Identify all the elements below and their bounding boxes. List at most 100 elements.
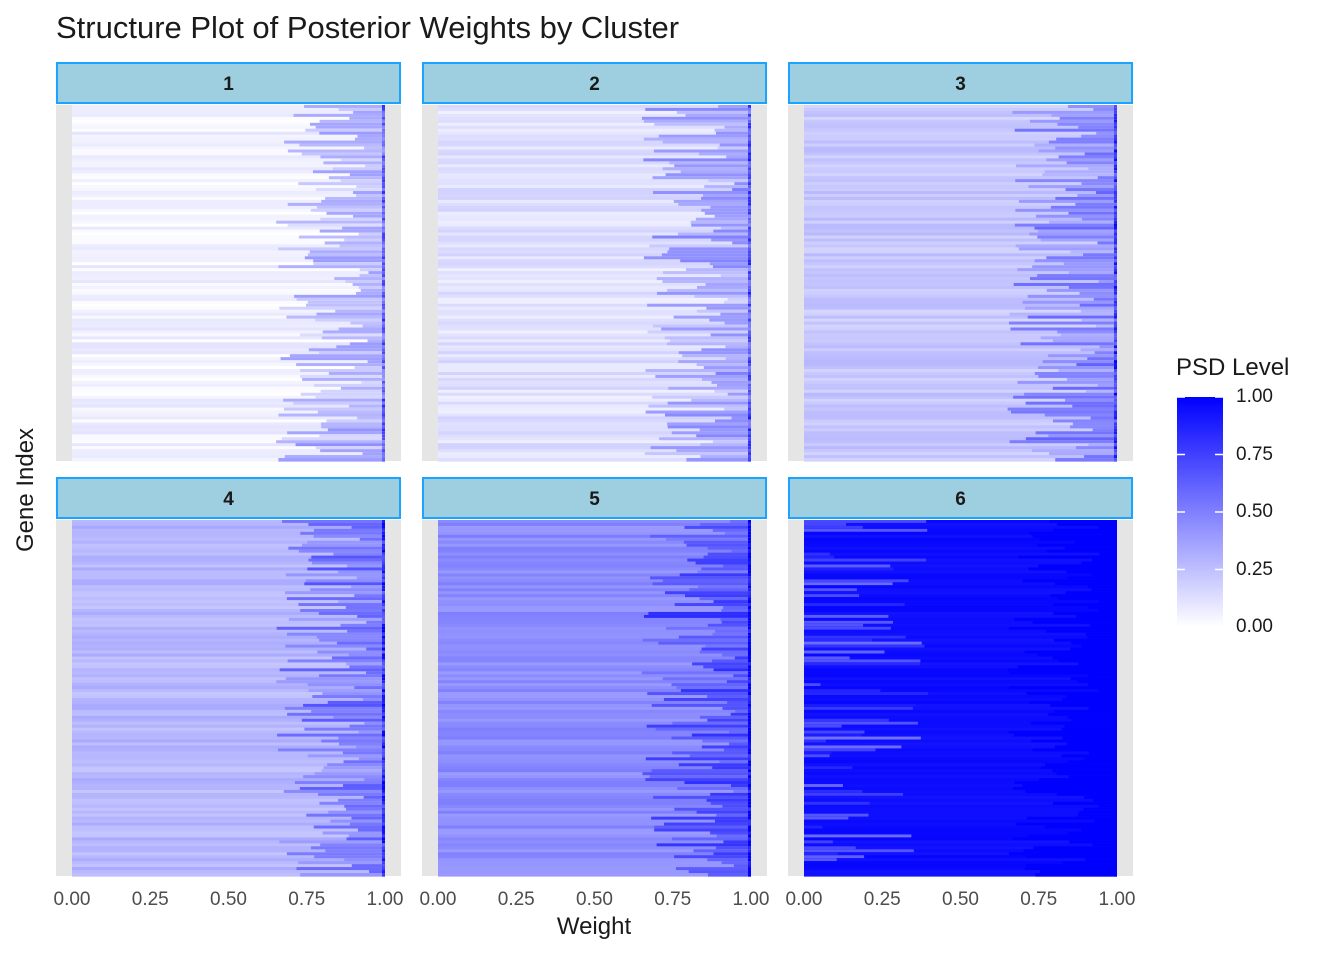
heat-row [804,428,1117,432]
heat-row [72,149,385,154]
heat-row [72,377,385,382]
heat-edge [382,229,385,234]
heat-row [438,650,751,655]
heat-segment [324,241,385,246]
heat-row [72,176,385,180]
heat-segment [338,600,385,604]
heat-edge [748,321,751,326]
heat-edge [382,122,385,127]
heat-edge [1114,763,1117,767]
heat-streak [804,855,865,859]
heat-row [804,342,1117,346]
heat-segment [647,330,751,335]
heat-row [72,309,385,314]
heat-edge [1114,665,1117,669]
heat-row [438,665,751,669]
heat-segment [663,822,751,827]
heat-edge [382,736,385,741]
heat-edge [382,724,385,729]
heat-row [438,852,751,856]
heat-segment [1015,179,1117,183]
heat-segment [641,116,751,121]
heat-segment [728,730,751,735]
heat-segment [321,336,385,340]
heat-row [438,455,751,459]
heat-edge [1114,351,1117,355]
heat-edge [1114,330,1117,335]
heat-segment [1096,191,1117,195]
heat-edge [748,410,751,415]
heat-row [72,416,385,421]
heat-segment [725,357,751,361]
heat-row [438,324,751,329]
heat-segment [359,274,385,278]
heat-segment [689,754,751,758]
heat-edge [748,576,751,580]
heat-row [72,363,385,367]
heat-row [438,196,751,201]
heat-row [72,757,385,761]
heat-row [72,191,385,195]
heat-row [72,372,385,376]
heat-segment [1084,152,1117,157]
heat-row [804,819,1117,824]
heat-segment [673,199,751,204]
heat-segment [1058,369,1117,373]
heat-edge [382,766,385,770]
heat-row [438,789,751,794]
heat-segment [710,792,751,797]
heat-row [804,683,1117,687]
heat-edge [1114,698,1117,702]
heat-edge [1114,431,1117,435]
legend-tick-label: 0.75 [1236,443,1273,465]
heat-row [804,653,1117,658]
heat-edge [382,410,385,415]
heat-edge [1114,155,1117,159]
heat-row [438,188,751,192]
heat-segment [1055,458,1117,462]
heat-row [72,807,385,812]
heat-segment [1081,828,1117,833]
heat-row [438,751,751,755]
heat-edge [382,291,385,296]
heat-edge [382,449,385,453]
heat-row [438,825,751,830]
heat-edge [748,656,751,661]
heat-segment [721,861,751,865]
heat-segment [734,656,751,661]
heat-edge [382,395,385,400]
heat-segment [369,870,385,874]
heat-segment [318,792,385,797]
heat-edge [1114,113,1117,118]
heat-edge [1114,564,1117,569]
heat-edge [1114,718,1117,723]
heat-edge [748,742,751,747]
heat-row [804,638,1117,643]
heat-row [438,110,751,115]
heat-segment [364,146,385,151]
heat-segment [1084,757,1117,761]
heat-row [72,831,385,836]
heat-row [72,294,385,299]
heat-edge [1114,422,1117,426]
heat-segment [349,342,385,346]
heat-edge [1114,214,1117,219]
heat-edge [1114,715,1117,720]
heat-edge [382,709,385,714]
heat-edge [1114,849,1117,853]
heat-edge [382,522,385,527]
heat-segment [296,867,385,871]
heat-segment [300,873,385,877]
heat-segment [1029,119,1117,124]
heat-edge [382,537,385,542]
heat-edge [1114,110,1117,115]
heat-edge [1114,128,1117,133]
heat-segment [665,413,751,418]
heat-row [72,413,385,418]
heat-row [72,867,385,871]
heat-segment [700,455,751,459]
heat-row [804,656,1117,661]
heat-edge [1114,528,1117,533]
heat-edge [748,552,751,557]
heat-row [804,715,1117,720]
